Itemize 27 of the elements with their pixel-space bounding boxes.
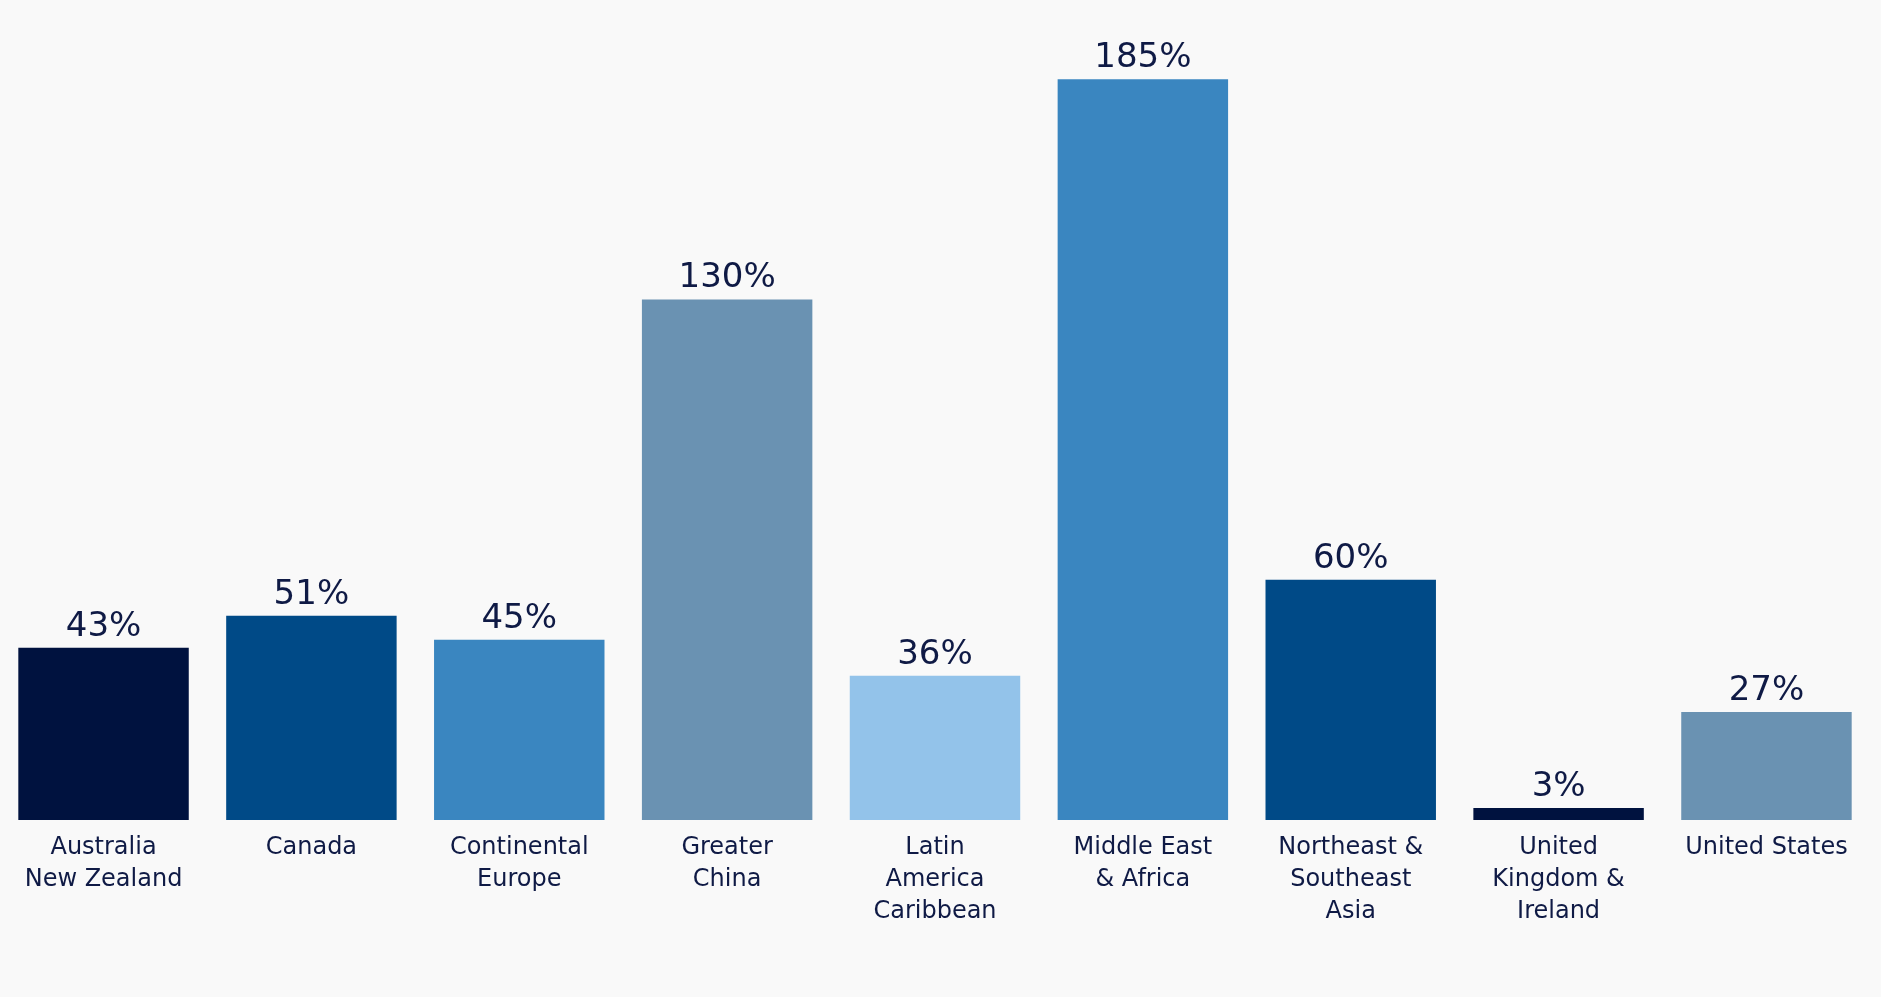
data-label: 45% <box>481 595 558 636</box>
bar <box>434 639 605 820</box>
data-label: 36% <box>897 631 973 672</box>
x-tick-label: Greater China <box>681 831 773 892</box>
bar <box>18 647 189 820</box>
x-tick-label: Middle East & Africa <box>1073 831 1213 892</box>
x-tick-label: United States <box>1685 831 1848 860</box>
bar <box>1681 711 1852 820</box>
bar <box>641 299 813 820</box>
bar <box>1057 79 1229 820</box>
bar <box>1265 579 1436 820</box>
data-label: 43% <box>65 603 142 644</box>
bar <box>226 615 397 820</box>
data-label: 3% <box>1531 763 1586 804</box>
x-tick-label: Latin America Caribbean <box>873 831 997 924</box>
x-tick-label: Canada <box>265 831 358 860</box>
x-tick-label: Northeast & Southeast Asia <box>1278 831 1424 924</box>
x-tick-label: United Kingdom & Ireland <box>1492 831 1625 924</box>
data-label: 27% <box>1728 667 1805 708</box>
x-tick-label: Continental Europe <box>449 831 589 892</box>
data-label: 130% <box>678 255 776 296</box>
x-tick-label: Australia New Zealand <box>24 831 183 892</box>
data-label: 51% <box>273 571 350 612</box>
bar <box>1473 807 1644 820</box>
bar <box>849 675 1021 820</box>
data-label: 60% <box>1312 535 1389 576</box>
data-label: 185% <box>1094 35 1192 76</box>
